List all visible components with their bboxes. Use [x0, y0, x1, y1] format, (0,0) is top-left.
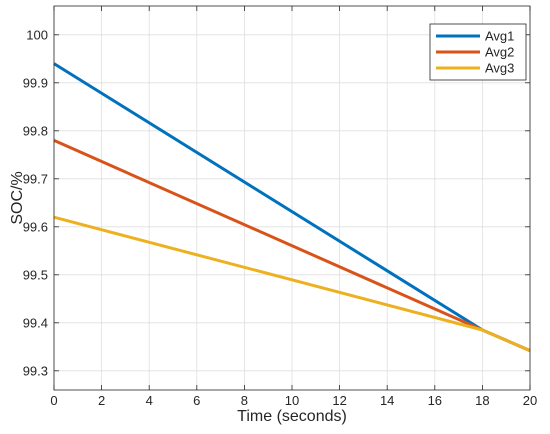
x-tick-label: 12 [332, 393, 346, 408]
y-tick-label: 100 [26, 27, 48, 42]
y-tick-label: 99.3 [23, 363, 48, 378]
x-tick-label: 18 [475, 393, 489, 408]
x-axis-label: Time (seconds) [237, 408, 347, 425]
legend-label-avg3: Avg3 [485, 61, 514, 76]
series-line-avg3 [53, 215, 531, 353]
x-tick-label: 14 [380, 393, 394, 408]
y-tick-label: 99.4 [23, 315, 48, 330]
x-tick-labels: 0 2 4 6 8 10 12 14 16 18 20 [50, 393, 537, 408]
x-tick-label: 6 [193, 393, 200, 408]
x-tick-label: 16 [428, 393, 442, 408]
y-tick-label: 99.7 [23, 171, 48, 186]
x-tick-label: 2 [98, 393, 105, 408]
legend-label-avg2: Avg2 [485, 45, 514, 60]
x-tick-label: 8 [241, 393, 248, 408]
y-tick-label: 99.9 [23, 75, 48, 90]
x-tick-label: 0 [50, 393, 57, 408]
series-lines [53, 62, 531, 353]
y-tick-labels: 99.3 99.4 99.5 99.6 99.7 99.8 99.9 100 [23, 27, 48, 378]
x-tick-label: 4 [146, 393, 153, 408]
x-tick-label: 10 [285, 393, 299, 408]
x-tick-label: 20 [523, 393, 537, 408]
y-tick-label: 99.5 [23, 267, 48, 282]
axis-ticks [53, 6, 531, 390]
y-tick-label: 99.6 [23, 219, 48, 234]
legend-label-avg1: Avg1 [485, 29, 514, 44]
y-tick-label: 99.8 [23, 123, 48, 138]
y-axis-label: SOC/% [9, 171, 26, 224]
